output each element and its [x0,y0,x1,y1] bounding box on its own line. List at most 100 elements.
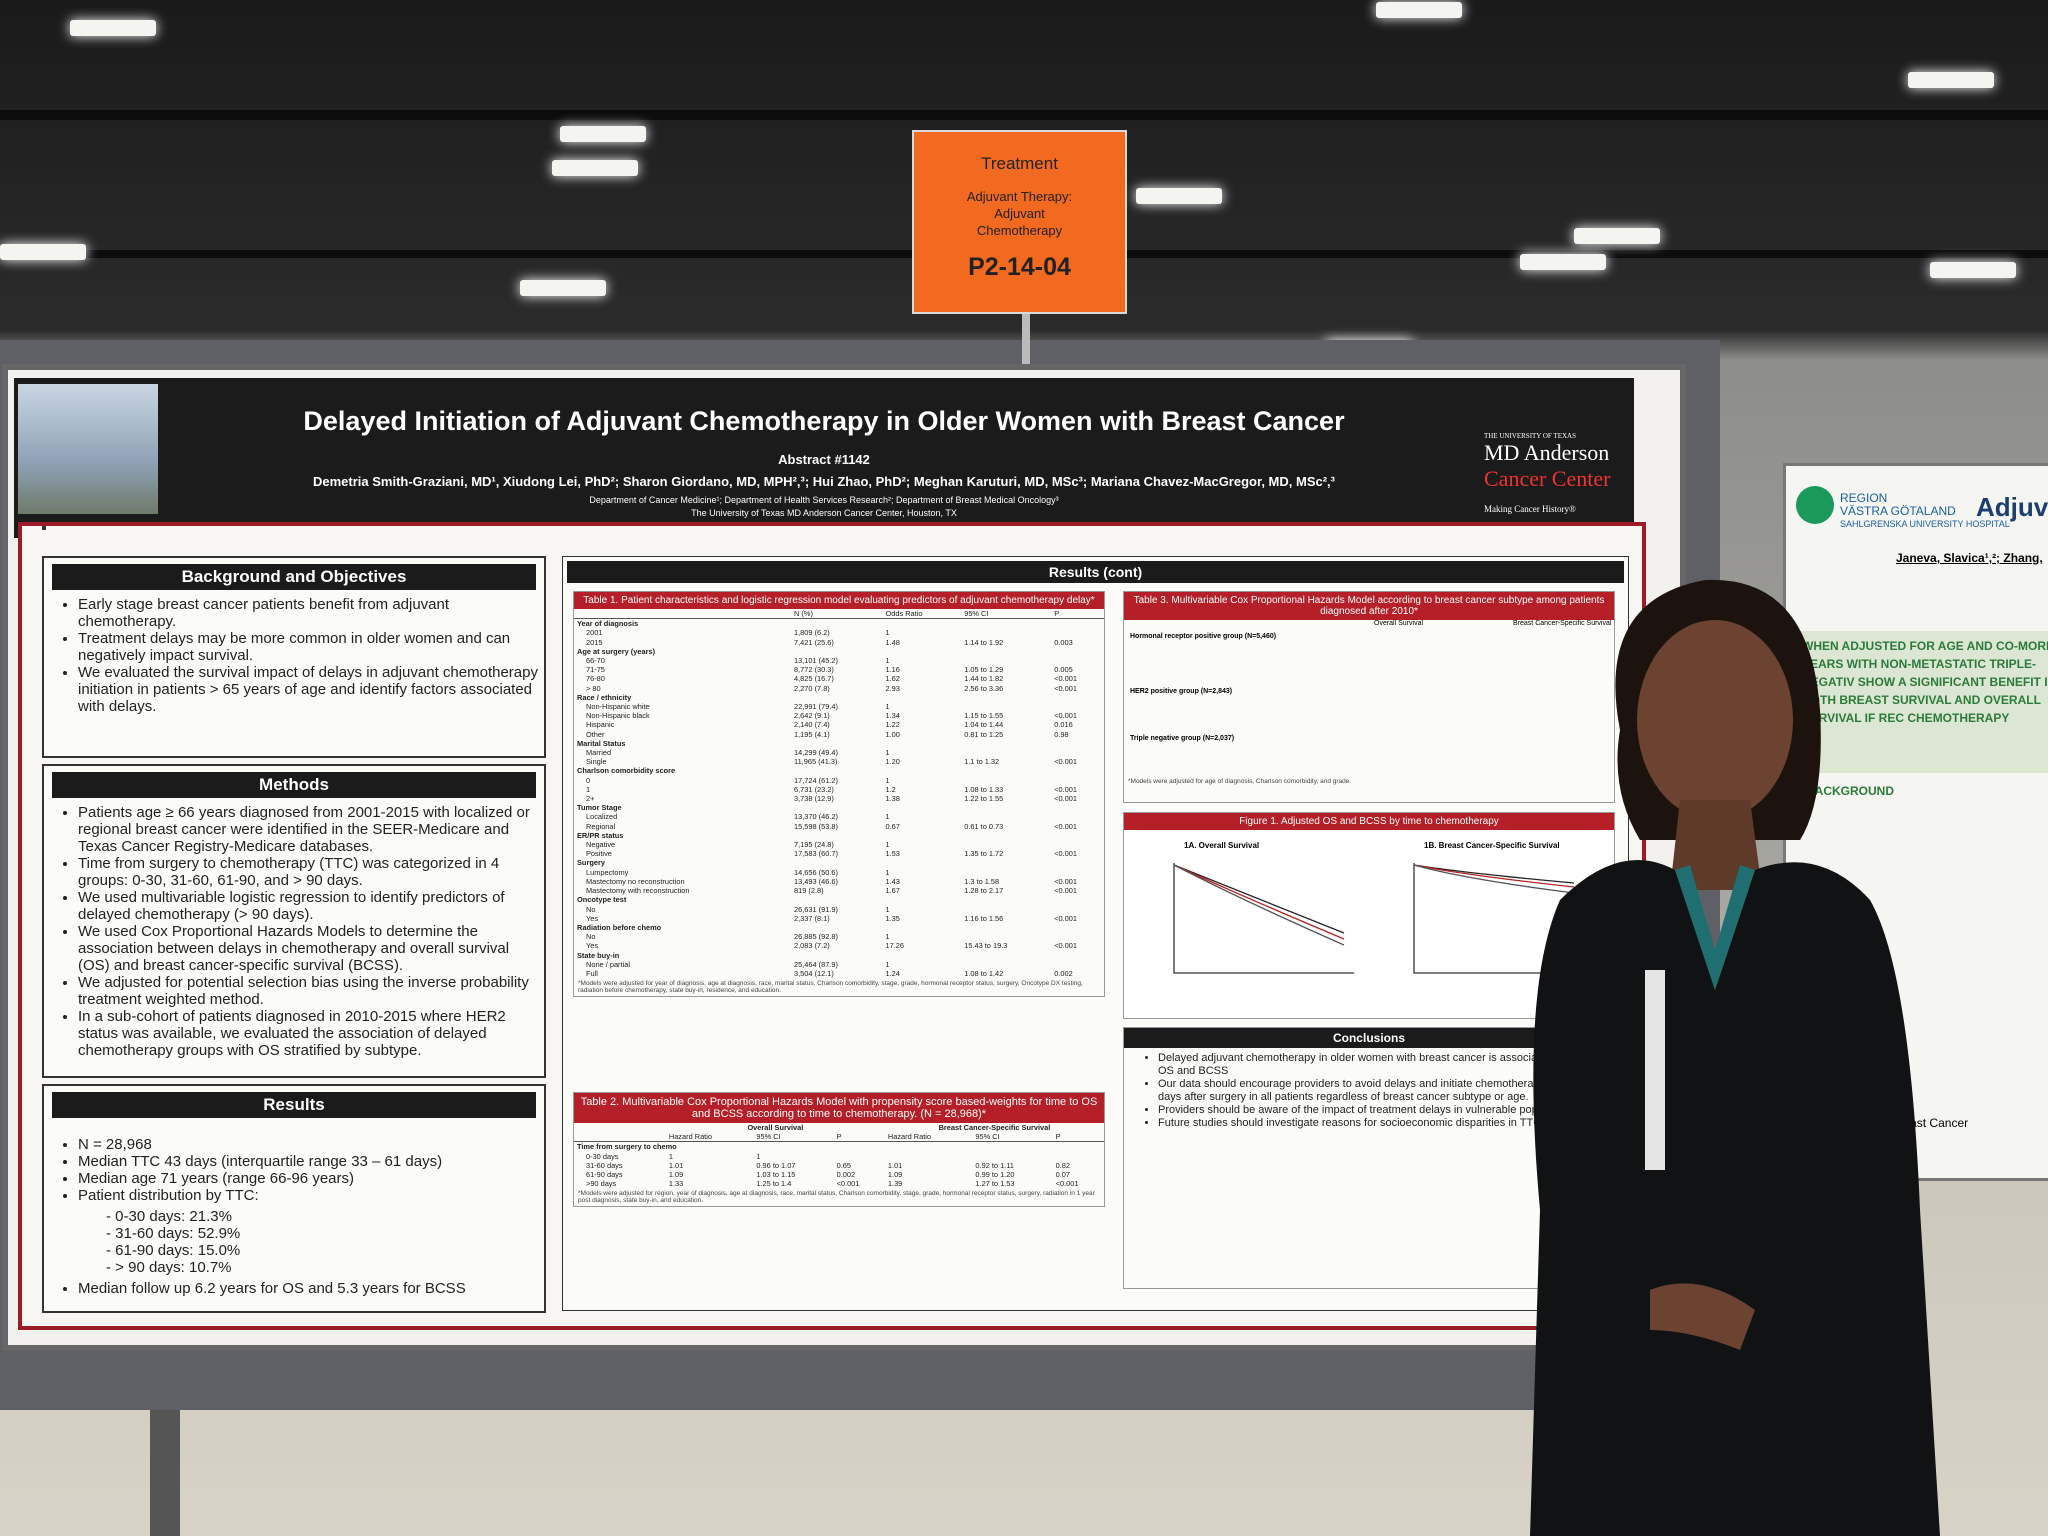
results-section: Results N = 28,968Median TTC 43 days (in… [42,1084,546,1313]
org-logo [1796,486,1834,524]
table-cell: 2.93 [885,683,900,693]
table-cell: <0.001 [1054,913,1078,923]
column-heading: 95% CI [975,1132,1000,1142]
table-cell: >90 days [586,1179,617,1189]
table-row: 76-80 4,825 (16.7) 1.62 1.44 to 1.82 <0.001 [574,674,1104,683]
table-row: Surgery [574,858,1104,867]
table-row: Marital Status [574,739,1104,748]
table-cell: 22,991 (79.4) [794,702,838,712]
table-cell: Marital Status [577,738,626,748]
table-cell: 0.96 to 1.07 [756,1160,796,1170]
table-cell: Race / ethnicity [577,692,632,702]
table-cell: Charlson comorbidity score [577,766,676,776]
org-line: SAHLGRENSKA UNIVERSITY HOSPITAL [1840,519,2010,529]
sign-topic: Adjuvant Therapy: Adjuvant Chemotherapy [966,189,1073,238]
table-cell: Non-Hispanic black [586,711,650,721]
table-cell: <0.001 [836,1179,860,1189]
table-cell: 0.81 to 1.25 [964,729,1004,739]
table-row: 61-90 days 1.09 1.03 to 1.15 0.002 1.09 0.99 … [574,1170,1104,1179]
table-cell: 61-90 days [586,1170,623,1180]
table-cell: Non-Hispanic white [586,702,650,712]
table-cell: 31-60 days [586,1160,623,1170]
column-heading: Odds Ratio [885,609,923,618]
neighbor-authors: Janeva, Slavica¹,²; Zhang, [1896,551,2043,565]
logo-name: MD Anderson [1484,440,1610,465]
table-cell: 7,195 (24.8) [794,840,834,850]
table-cell: 1.62 [885,674,900,684]
table-cell: 1.25 to 1.4 [756,1179,792,1189]
table-row: Yes 2,337 (8.1) 1.35 1.16 to 1.56 <0.001 [574,914,1104,923]
table-row: Lumpectomy 14,656 (50.6) 1 [574,868,1104,877]
table-cell: 1.3 to 1.58 [964,876,1000,886]
background-section: Background and Objectives Early stage br… [42,556,546,758]
table-row: Mastectomy no reconstruction 13,493 (46.6… [574,877,1104,886]
table-cell: 3,738 (12.9) [794,794,834,804]
table-cell: Surgery [577,858,605,868]
table-cell: 1 [885,932,890,942]
table-cell: 1.09 [887,1170,903,1180]
table-row: Mastectomy with reconstruction 819 (2.8) 1… [574,886,1104,895]
table-cell: 819 (2.8) [794,886,824,896]
table-row: Non-Hispanic black 2,642 (9.1) 1.34 1.15 to… [574,711,1104,720]
org-name: REGION VÄSTRA GÖTALAND SAHLGRENSKA UNIVE… [1840,492,2010,531]
table-cell: 13,101 (45.2) [794,656,838,666]
table-groups: Overall Survival Breast Cancer-Specific S… [1374,620,1614,627]
table-cell: 1.15 to 1.55 [964,711,1004,721]
table-row: Charlson comorbidity score [574,766,1104,775]
table-cell: 1.33 [668,1179,684,1189]
table-cell: > 80 [586,683,601,693]
table-cell: 3,504 (12.1) [794,968,834,978]
column-heading: P [836,1132,842,1142]
table-cell: Oncotype test [577,895,627,905]
table-row: Oncotype test [574,895,1104,904]
table-cell: 1.03 to 1.15 [756,1170,796,1180]
sign-category: Treatment [981,154,1058,173]
table-cell: Positive [586,849,612,859]
table-cell: 0.98 [1054,729,1069,739]
table-cell: 17,724 (61.2) [794,775,838,785]
table-cell: 1 [885,812,890,822]
poster-title: Delayed Initiation of Adjuvant Chemother… [303,406,1345,436]
table-cell: 2,083 (7.2) [794,941,830,951]
section-heading: Conclusions [1124,1028,1614,1048]
table-cell: 0.005 [1054,665,1073,675]
ceiling-light [560,126,646,142]
ceiling-light [70,20,156,36]
column-heading: N (%) [794,609,813,618]
bullet: Time from surgery to chemotherapy (TTC) … [78,855,544,889]
table-cell: 1.22 to 1.55 [964,794,1004,804]
table-cell: Time from surgery to chemo [577,1142,677,1152]
logo-university: THE UNIVERSITY OF TEXAS [1484,432,1576,440]
table-row: Negative 7,195 (24.8) 1 [574,840,1104,849]
table-cell: No [586,904,596,914]
table-cell: <0.001 [1054,849,1078,859]
table-cell: 13,493 (46.6) [794,876,838,886]
bullet: Providers should be aware of the impact … [1158,1104,1614,1117]
table-cell: 1.14 to 1.92 [964,637,1004,647]
group-heading: Breast Cancer-Specific Survival [938,1123,1051,1132]
table-cell: 1,809 (6.2) [794,628,830,638]
table-cell: 15,598 (53.8) [794,821,838,831]
bullet: 0-30 days: 21.3% [106,1208,544,1225]
table-cell: Other [586,729,605,739]
table-row: 2015 7,421 (25.6) 1.48 1.14 to 1.92 0.003 [574,638,1104,647]
abstract-number: Abstract #1142 [778,452,870,467]
org-line: VÄSTRA GÖTALAND [1840,504,1956,518]
table-cell: 1 [885,867,890,877]
sub-bullet-list: 0-30 days: 21.3%31-60 days: 52.9%61-90 d… [44,1208,544,1276]
column-heading: Hazard Ratio [668,1132,712,1142]
table-cell: <0.001 [1054,821,1078,831]
group: Breast Cancer-Specific Survival [1513,620,1612,627]
table-cell: 0-30 days [586,1151,619,1161]
table-cell: 0.65 [836,1160,851,1170]
table-cell: 1 [756,1151,761,1161]
neighbor-title: Adjuvan [1976,492,2048,522]
table-cell: 1 [885,959,890,969]
table-cell: 15.43 to 19.3 [964,941,1008,951]
table-cell: <0.001 [1054,757,1078,767]
table-cell: 2,270 (7.8) [794,683,830,693]
table-cell: 26,631 (91.9) [794,904,838,914]
table-cell: 76-80 [586,674,605,684]
